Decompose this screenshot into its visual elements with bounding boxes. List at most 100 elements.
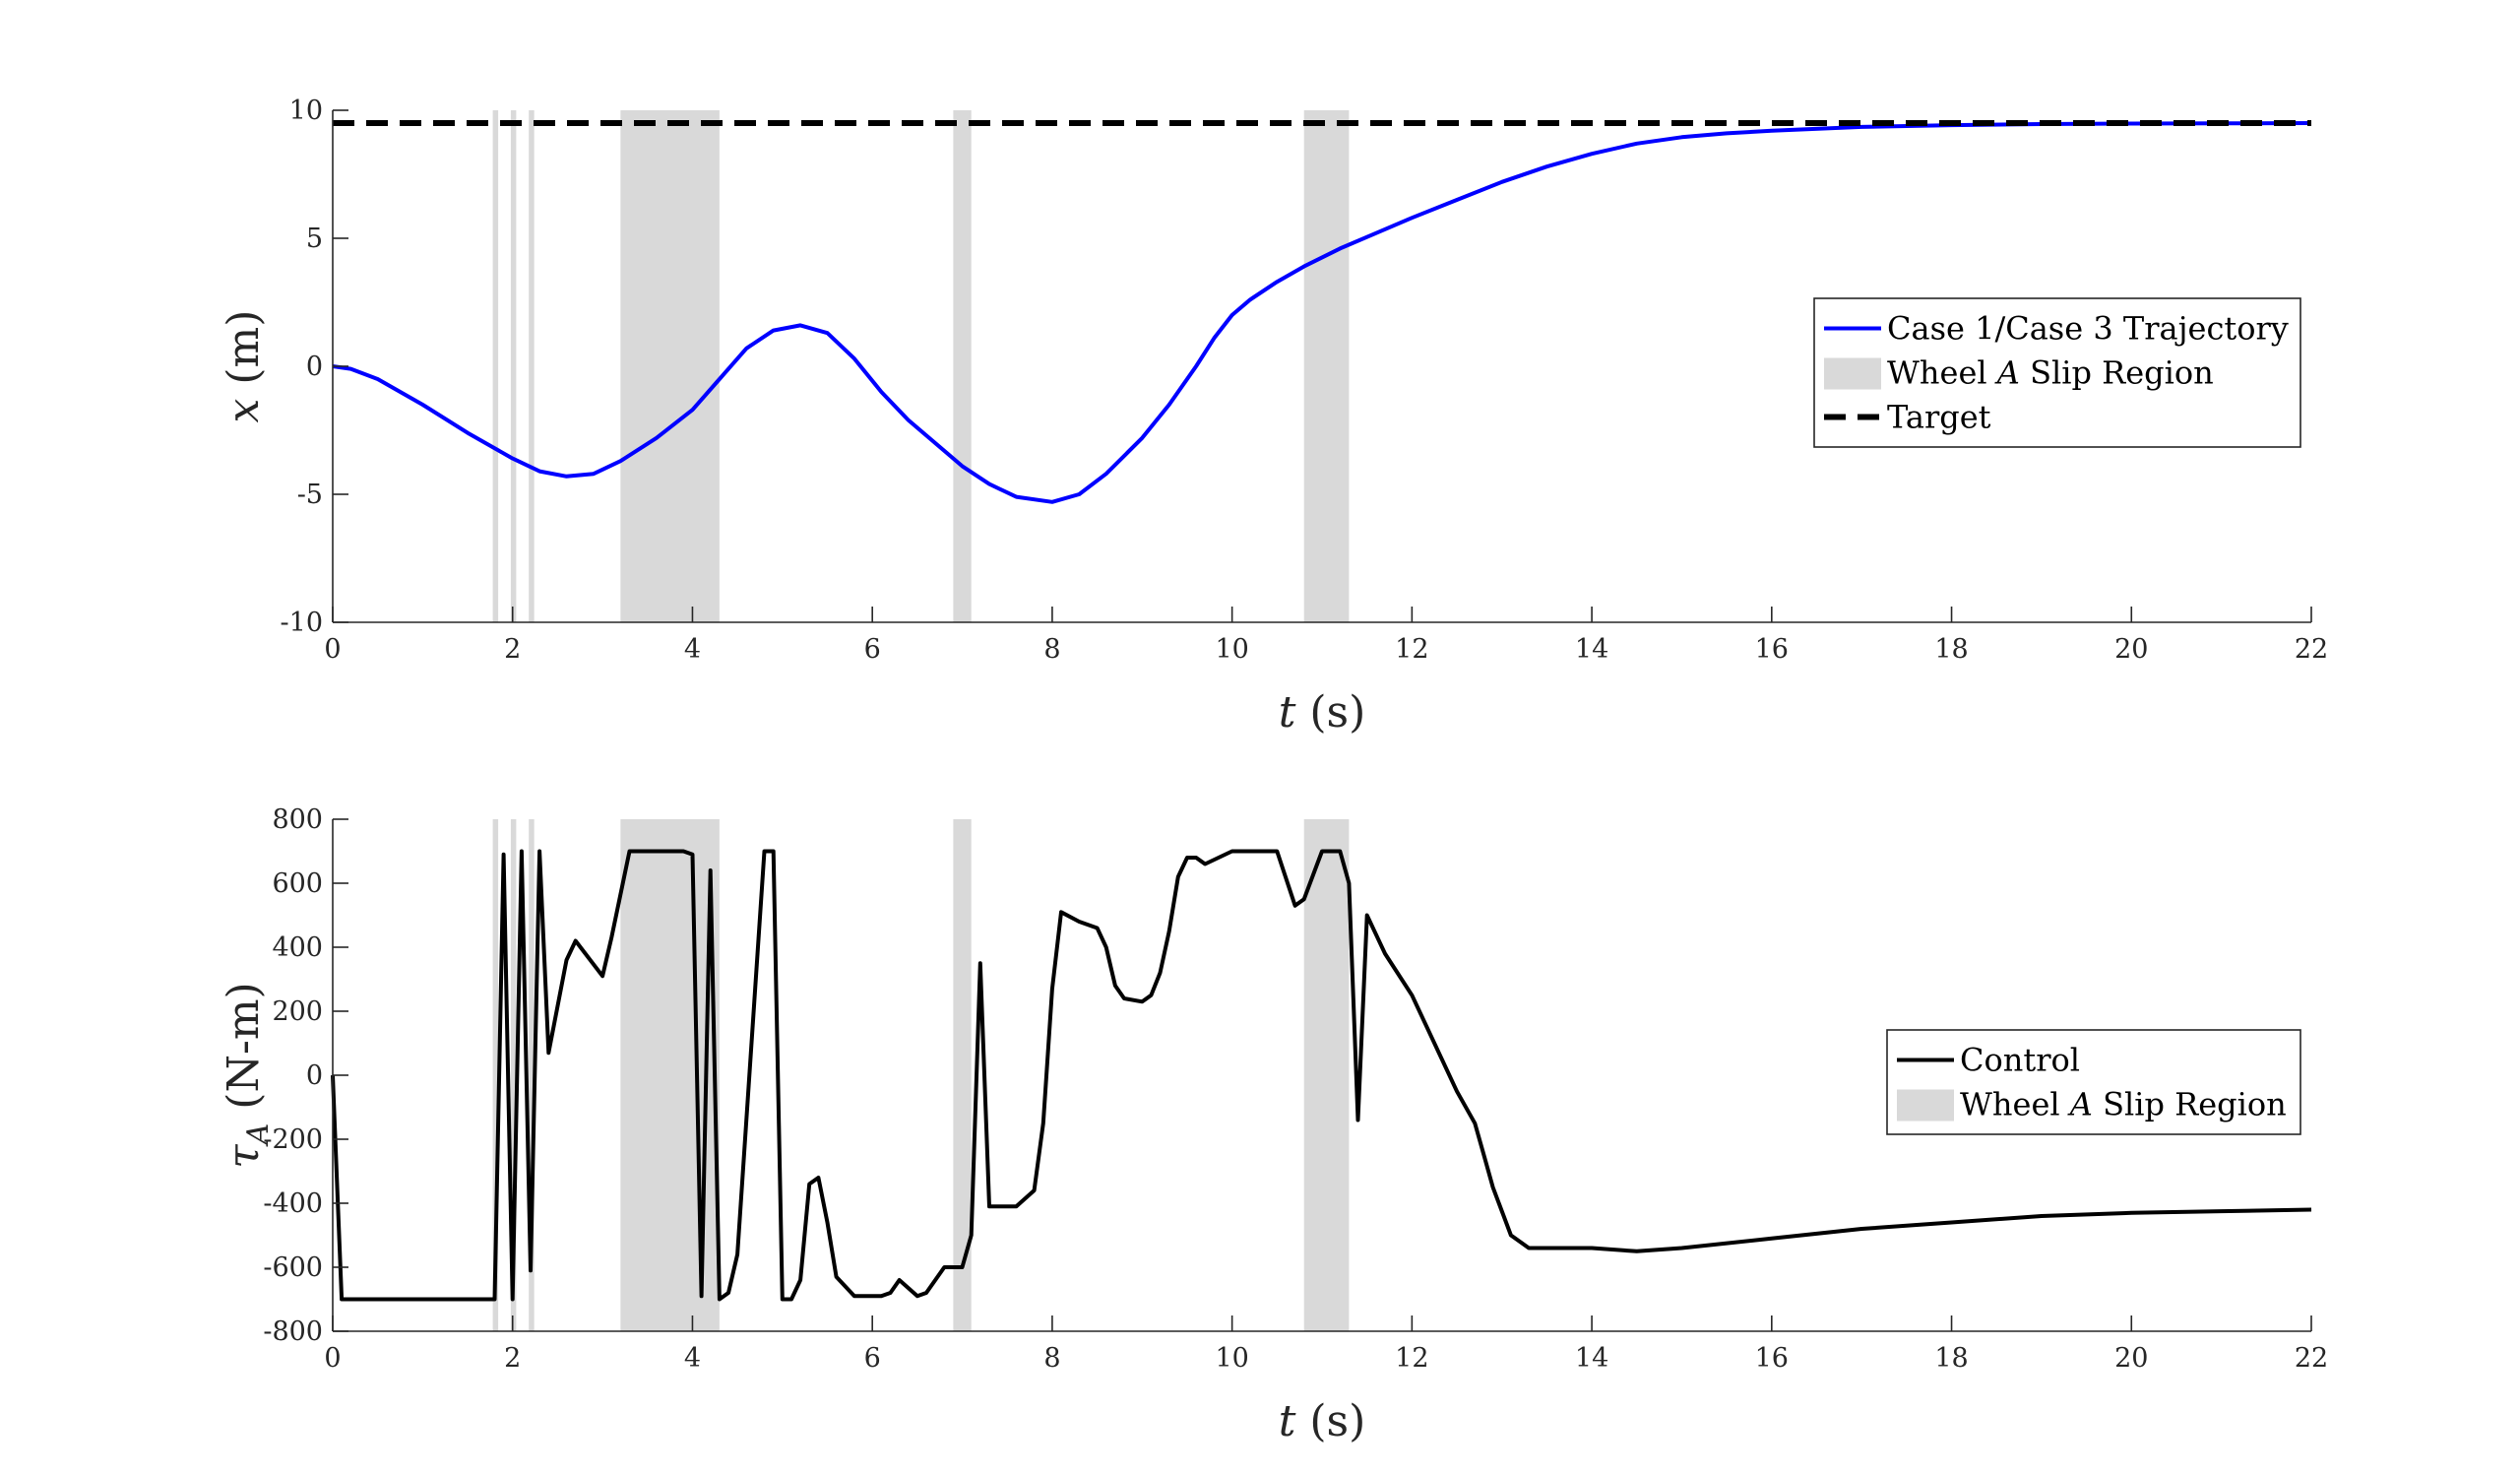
- data-point: [1061, 912, 1062, 913]
- data-point: [853, 358, 854, 359]
- data-point: [1079, 494, 1080, 495]
- slip-region-5: [953, 819, 972, 1331]
- data-point: [494, 1299, 495, 1300]
- data-point: [916, 1296, 917, 1297]
- x-tick-label: 16: [1755, 1343, 1789, 1374]
- data-point: [881, 392, 882, 393]
- data-point: [979, 963, 980, 964]
- x-tick-label: 22: [2295, 1343, 2328, 1374]
- data-point: [422, 405, 423, 406]
- legend-label: Case 1/Case 3 Trajectory: [1887, 310, 2289, 348]
- data-point: [881, 1296, 882, 1297]
- data-point: [512, 1299, 513, 1300]
- legend-box: [1813, 297, 2301, 448]
- data-point: [1214, 338, 1215, 339]
- y-tick-label: -800: [263, 1316, 323, 1347]
- chart-panel-2: 0 2 4 6 8 10 12 14 16 18 20 22 -800 -600 -400 -200 0 200 4…: [219, 804, 2328, 1446]
- data-point: [926, 1293, 927, 1294]
- y-axis-label: x (m): [219, 310, 269, 423]
- data-point: [872, 1296, 873, 1297]
- data-point: [350, 368, 351, 369]
- data-point: [1771, 130, 1772, 131]
- data-point: [773, 851, 774, 852]
- y-tick-label: 400: [272, 932, 323, 963]
- data-point: [1861, 126, 1862, 127]
- data-point: [719, 1299, 720, 1300]
- data-point: [827, 333, 828, 334]
- data-point: [593, 474, 594, 475]
- series-line-case-1-case-3-trajectory: [332, 121, 2312, 504]
- legend-swatch: [1897, 1089, 1954, 1122]
- data-point: [773, 330, 774, 331]
- data-point: [764, 851, 765, 852]
- data-point: [468, 432, 469, 433]
- slip-region-4: [620, 110, 720, 622]
- legend-label: Target: [1887, 399, 1991, 436]
- data-point: [1303, 266, 1304, 267]
- data-point: [782, 1299, 783, 1300]
- y-tick-label: -5: [297, 480, 323, 510]
- data-point: [602, 976, 603, 977]
- data-point: [746, 348, 747, 349]
- slip-region-6: [1303, 819, 1350, 1331]
- x-tick-label: 12: [1395, 634, 1428, 665]
- data-point: [1079, 922, 1080, 923]
- data-point: [1384, 953, 1385, 954]
- data-point: [1016, 496, 1017, 497]
- x-tick-label: 20: [2114, 1343, 2148, 1374]
- data-point: [1349, 883, 1350, 884]
- data-point: [1186, 858, 1187, 859]
- y-tick-label: -600: [263, 1252, 323, 1283]
- data-point: [377, 379, 378, 380]
- data-point: [629, 851, 630, 852]
- data-point: [1249, 299, 1250, 300]
- slip-region-2: [510, 110, 517, 622]
- data-point: [1303, 899, 1304, 900]
- data-point: [1340, 851, 1341, 852]
- x-tick-label: 18: [1934, 1343, 1968, 1374]
- data-point: [575, 940, 576, 941]
- y-axis-label: τA (N-m): [219, 982, 276, 1168]
- data-point: [1105, 947, 1106, 948]
- data-point: [935, 443, 936, 444]
- data-point: [692, 410, 693, 411]
- data-point: [836, 1276, 837, 1277]
- data-point: [1168, 405, 1169, 406]
- data-point: [342, 1299, 343, 1300]
- legend-box: [1886, 1029, 2301, 1135]
- legend-label: Wheel A Slip Region: [1887, 354, 2214, 392]
- data-point: [853, 1296, 854, 1297]
- x-tick-label: 22: [2295, 634, 2328, 665]
- data-point: [539, 851, 540, 852]
- data-point: [1366, 915, 1367, 916]
- data-point: [611, 937, 612, 938]
- data-point: [790, 1299, 791, 1300]
- data-point: [899, 1280, 900, 1281]
- data-point: [1340, 248, 1341, 249]
- x-tick-label: 6: [864, 1343, 881, 1374]
- data-point: [1861, 1229, 1862, 1230]
- slip-region-1: [492, 819, 499, 1331]
- data-point: [1051, 501, 1052, 502]
- data-point: [2131, 1212, 2132, 1213]
- data-point: [1592, 1248, 1593, 1249]
- data-point: [1277, 282, 1278, 283]
- x-tick-label: 0: [324, 1343, 341, 1374]
- data-point: [1636, 143, 1637, 144]
- data-point: [1196, 366, 1197, 367]
- data-point: [503, 854, 504, 855]
- y-tick-label: -400: [263, 1188, 323, 1219]
- y-tick-label: 600: [272, 868, 323, 899]
- data-point: [728, 1293, 729, 1294]
- data-point: [1483, 1155, 1484, 1156]
- data-point: [890, 1293, 891, 1294]
- data-point: [1727, 133, 1728, 134]
- data-point: [1501, 181, 1502, 182]
- x-tick-label: 18: [1934, 634, 1968, 665]
- data-point: [1412, 994, 1413, 995]
- x-tick-label: 12: [1395, 1343, 1428, 1374]
- data-point: [1357, 1120, 1358, 1121]
- data-point: [1510, 1235, 1511, 1236]
- data-point: [1196, 858, 1197, 859]
